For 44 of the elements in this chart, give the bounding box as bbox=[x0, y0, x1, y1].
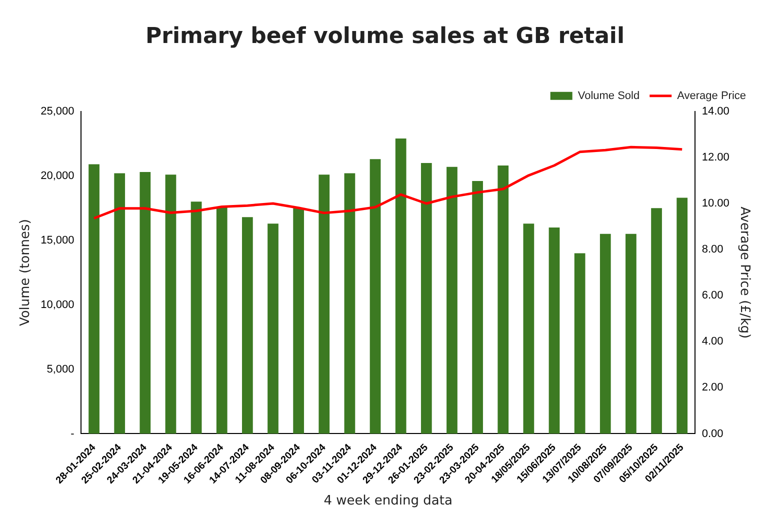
legend-label: Average Price bbox=[677, 90, 746, 102]
bar bbox=[190, 202, 202, 434]
bar bbox=[370, 159, 381, 434]
y2-tick-label: 12.00 bbox=[702, 151, 730, 164]
y2-axis-title: Average Price (£/kg) bbox=[736, 206, 752, 339]
y-tick-label: 25,000 bbox=[40, 105, 74, 118]
bar bbox=[600, 234, 611, 434]
bar bbox=[626, 234, 636, 434]
x-axis-title: 4 week ending data bbox=[324, 494, 452, 509]
y-tick-label: 15,000 bbox=[40, 234, 74, 246]
bar bbox=[446, 166, 458, 434]
y2-tick-label: 4.00 bbox=[702, 336, 724, 348]
bar bbox=[523, 224, 534, 434]
bar bbox=[574, 253, 586, 434]
bar bbox=[140, 172, 151, 434]
y2-tick-label: 2.00 bbox=[702, 382, 724, 394]
y2-tick-label: 0.00 bbox=[702, 428, 724, 440]
bar bbox=[420, 162, 432, 434]
bar bbox=[293, 208, 304, 434]
y2-tick-label: 14.00 bbox=[702, 105, 730, 118]
bar bbox=[165, 174, 176, 434]
bar bbox=[88, 164, 100, 434]
bar bbox=[395, 138, 406, 434]
y-axis-title: Volume (tonnes) bbox=[18, 219, 34, 326]
bar bbox=[548, 227, 560, 434]
chart-title: Primary beef volume sales at GB retail bbox=[146, 24, 624, 49]
bar bbox=[498, 166, 509, 434]
bar bbox=[472, 181, 483, 434]
y-tick-label: - bbox=[70, 428, 75, 440]
bar bbox=[268, 224, 278, 434]
bar bbox=[676, 198, 688, 434]
bar bbox=[651, 208, 662, 434]
y-tick-label: 20,000 bbox=[40, 170, 74, 182]
bar bbox=[242, 217, 253, 434]
bar bbox=[114, 173, 126, 434]
bar bbox=[318, 174, 330, 434]
bar bbox=[344, 173, 356, 434]
y-tick-label: 5,000 bbox=[46, 363, 74, 376]
legend-label: Volume Sold bbox=[578, 90, 640, 102]
y-tick-label: 10,000 bbox=[40, 298, 74, 311]
y2-tick-label: 6.00 bbox=[702, 290, 724, 302]
y2-tick-label: 8.00 bbox=[702, 244, 724, 256]
bar bbox=[216, 206, 228, 434]
y2-tick-label: 10.00 bbox=[702, 198, 730, 210]
